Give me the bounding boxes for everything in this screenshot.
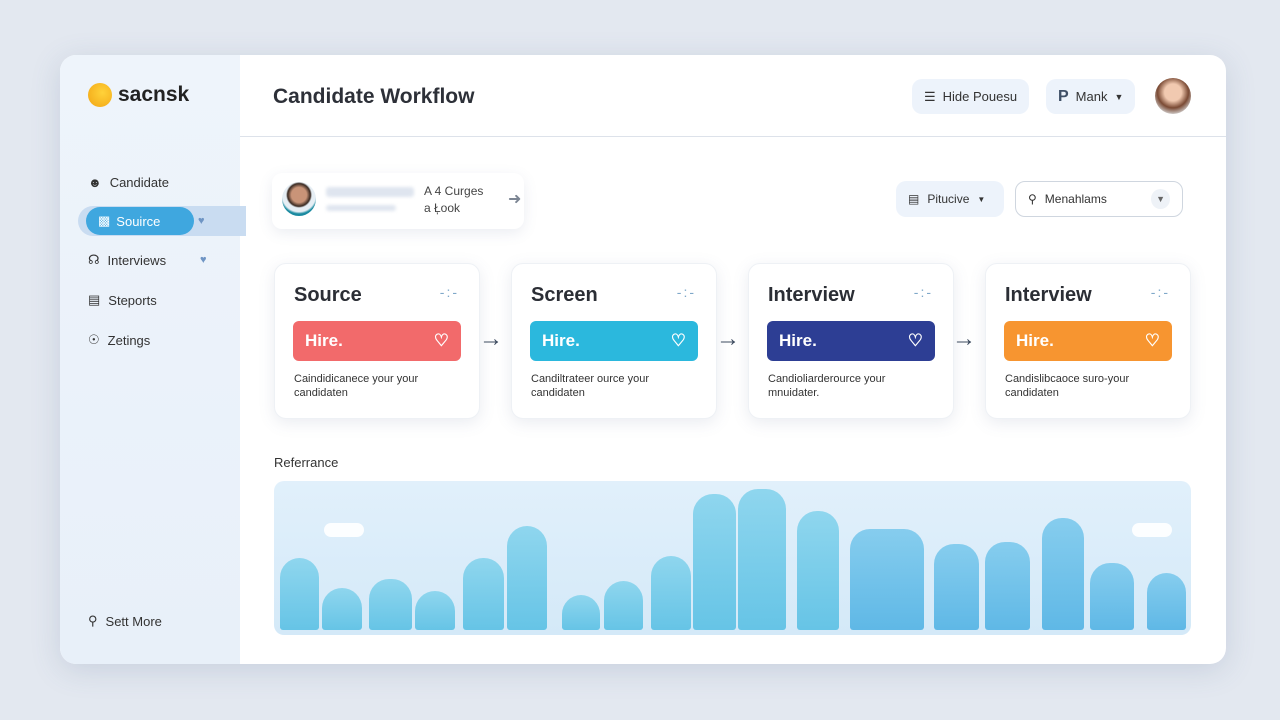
reference-bar bbox=[850, 528, 924, 630]
heart-icon: ♥ bbox=[200, 254, 207, 266]
reference-bar bbox=[934, 544, 979, 630]
clipboard-icon: ▤ bbox=[88, 292, 101, 307]
cloud-icon bbox=[1132, 523, 1172, 537]
hire-button[interactable]: Hire. ♡ bbox=[293, 321, 461, 361]
sidebar-item-candidate[interactable]: ☻ Candidate bbox=[88, 174, 169, 190]
flow-arrow-icon: → bbox=[952, 325, 976, 352]
globe-icon: ☉ bbox=[88, 332, 100, 347]
search-dropdown[interactable]: ⚲ Menahlams ▼ bbox=[1015, 181, 1183, 217]
reference-bar bbox=[1042, 518, 1084, 630]
app-window: sacnsk ☻ Candidate ▩ Souirce ♥ ☊ Interviews ♥… bbox=[60, 55, 1226, 664]
blurred-name bbox=[326, 187, 414, 197]
sparkle-icon: -:- bbox=[1150, 284, 1170, 300]
search-icon: ⚲ bbox=[1028, 192, 1037, 206]
reference-bar bbox=[1147, 573, 1186, 630]
reference-bar bbox=[738, 489, 786, 630]
hire-button[interactable]: Hire. ♡ bbox=[1004, 321, 1172, 361]
list-icon: ☰ bbox=[924, 88, 936, 104]
sparkle-icon: -:- bbox=[913, 284, 933, 300]
chevron-down-icon: ▼ bbox=[977, 194, 986, 204]
user-menu[interactable]: P Mank ▼ bbox=[1046, 79, 1136, 114]
reference-bar bbox=[985, 541, 1030, 630]
hire-button[interactable]: Hire. ♡ bbox=[767, 321, 935, 361]
candidate-photo bbox=[282, 182, 316, 216]
reference-bar bbox=[604, 580, 643, 630]
headset-icon: ☊ bbox=[88, 252, 100, 267]
heart-outline-icon: ♡ bbox=[670, 331, 686, 350]
header: Candidate Workflow ☰ Hide Pouesu P Mank ▼ bbox=[240, 55, 1226, 137]
stage-description: Candiltrateer ource your candidaten bbox=[531, 373, 650, 399]
reference-bar bbox=[415, 590, 455, 630]
arrow-right-icon[interactable]: ➜ bbox=[508, 191, 522, 208]
cloud-icon bbox=[324, 523, 364, 537]
reference-bar bbox=[797, 511, 839, 630]
stage-title: Interview bbox=[1005, 284, 1092, 306]
sparkle-icon: -:- bbox=[439, 284, 459, 300]
document-icon: ▤ bbox=[908, 192, 920, 206]
stage-card[interactable]: Interview -:- Hire. ♡ Candioliarderource … bbox=[748, 263, 954, 419]
reference-bar bbox=[322, 587, 362, 630]
reference-bar bbox=[280, 557, 319, 630]
reference-bar bbox=[562, 595, 600, 630]
reference-bar bbox=[507, 525, 547, 630]
stage-description: Candislibcaoce suro-your candidaten bbox=[1005, 373, 1130, 399]
sidebar: sacnsk ☻ Candidate ▩ Souirce ♥ ☊ Interviews ♥… bbox=[60, 55, 246, 664]
heart-icon: ♥ bbox=[198, 215, 205, 227]
heart-outline-icon: ♡ bbox=[907, 331, 923, 350]
reference-chart bbox=[274, 481, 1191, 635]
candidate-card[interactable]: A 4 Curges a Ł̦ook ➜ bbox=[272, 173, 524, 229]
heart-outline-icon: ♡ bbox=[1144, 331, 1160, 350]
flow-arrow-icon: → bbox=[479, 325, 503, 352]
hide-button[interactable]: ☰ Hide Pouesu bbox=[912, 79, 1030, 114]
hire-button[interactable]: Hire. ♡ bbox=[530, 321, 698, 361]
logo: sacnsk bbox=[88, 83, 189, 107]
reference-bar bbox=[1090, 563, 1134, 630]
stage-title: Screen bbox=[531, 284, 598, 306]
logo-icon bbox=[88, 83, 112, 107]
basket-icon: ▩ bbox=[98, 213, 111, 228]
stage-card[interactable]: Screen -:- Hire. ♡ Candiltrateer ource yo… bbox=[511, 263, 717, 419]
reference-label: Referrance bbox=[274, 455, 339, 470]
search-gear-icon: ⚲ bbox=[88, 613, 98, 628]
sidebar-item-reports[interactable]: ▤ Steports bbox=[88, 292, 157, 308]
stage-title: Interview bbox=[768, 284, 855, 306]
blurred-detail bbox=[326, 205, 396, 211]
heart-outline-icon: ♡ bbox=[433, 331, 449, 350]
reference-bar bbox=[693, 493, 736, 630]
stage-description: Candioliarderource your mnuidater. bbox=[768, 373, 886, 399]
stage-description: Caindidicanece your your candidaten bbox=[294, 373, 419, 399]
reference-bar bbox=[651, 556, 691, 630]
p-logo-icon: P bbox=[1058, 87, 1069, 105]
stage-title: Source bbox=[294, 284, 362, 306]
reference-bar bbox=[463, 557, 504, 630]
user-icon: ☻ bbox=[88, 174, 102, 190]
sidebar-item-settings[interactable]: ☉ Zetings bbox=[88, 332, 151, 348]
stage-card[interactable]: Source -:- Hire. ♡ Caindidicanece your yo… bbox=[274, 263, 480, 419]
avatar[interactable] bbox=[1155, 78, 1191, 114]
stage-card[interactable]: Interview -:- Hire. ♡ Candislibcaoce suro… bbox=[985, 263, 1191, 419]
view-dropdown[interactable]: ▤ Pitucive ▼ bbox=[896, 181, 1004, 217]
flow-arrow-icon: → bbox=[716, 325, 740, 352]
reference-bar bbox=[369, 579, 412, 630]
sidebar-item-source[interactable]: ▩ Souirce ♥ bbox=[78, 206, 246, 236]
chevron-down-icon: ▼ bbox=[1114, 91, 1124, 102]
sidebar-item-more[interactable]: ⚲ Sett More bbox=[88, 613, 162, 629]
sidebar-item-interviews[interactable]: ☊ Interviews ♥ bbox=[88, 252, 207, 268]
sparkle-icon: -:- bbox=[676, 284, 696, 300]
page-title: Candidate Workflow bbox=[273, 85, 475, 108]
chevron-down-icon: ▼ bbox=[1151, 189, 1170, 209]
